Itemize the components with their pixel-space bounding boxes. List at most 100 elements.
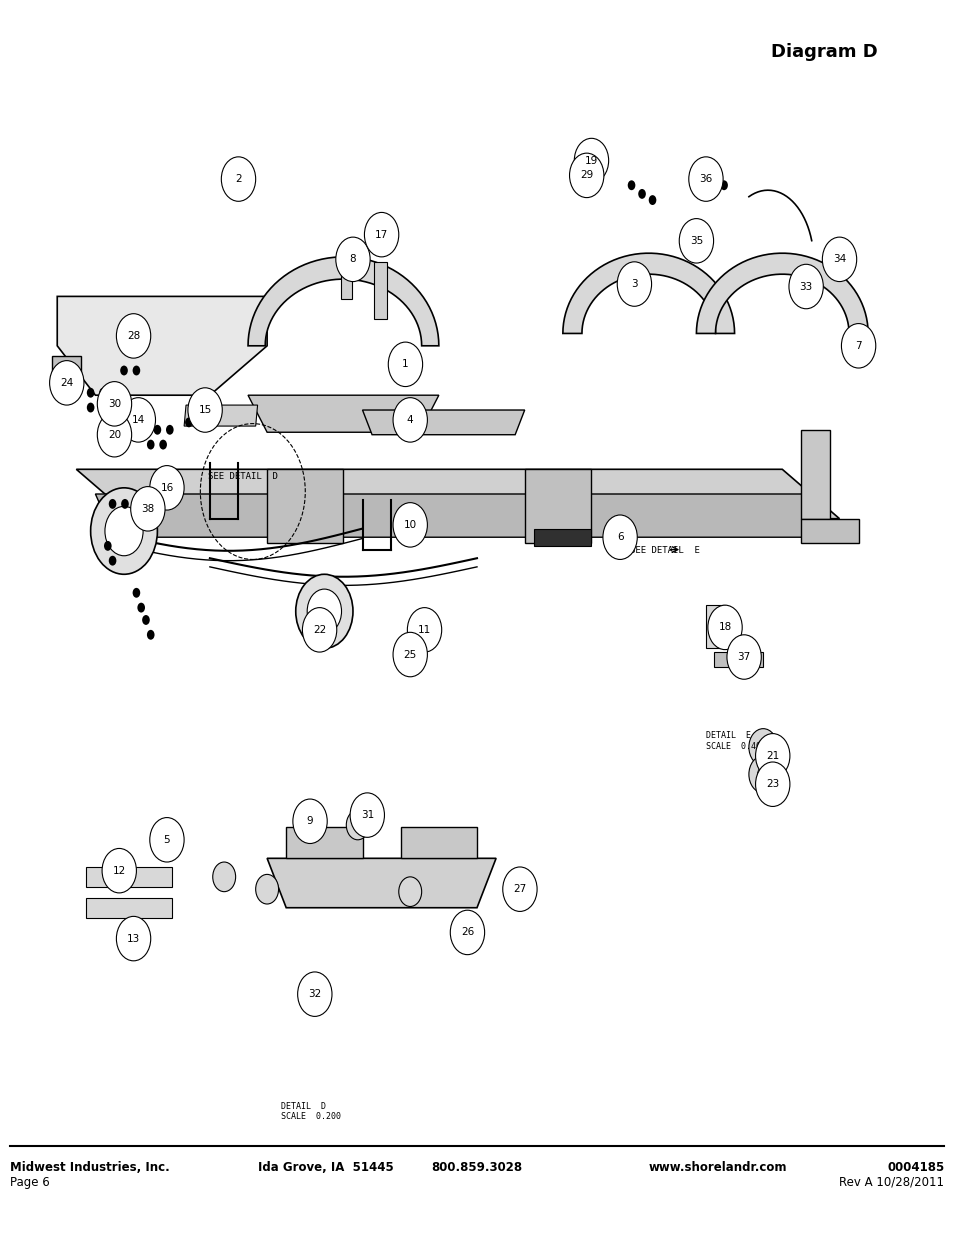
Circle shape [102, 848, 136, 893]
Circle shape [757, 767, 768, 782]
Circle shape [99, 388, 107, 398]
Circle shape [755, 762, 789, 806]
Text: 25: 25 [403, 650, 416, 659]
Circle shape [131, 487, 165, 531]
Circle shape [502, 867, 537, 911]
Text: 21: 21 [765, 751, 779, 761]
Polygon shape [267, 469, 343, 543]
Text: 13: 13 [127, 934, 140, 944]
Circle shape [648, 195, 656, 205]
Circle shape [97, 412, 132, 457]
Circle shape [407, 608, 441, 652]
Polygon shape [801, 519, 858, 543]
Polygon shape [524, 469, 591, 543]
Text: Rev A 10/28/2011: Rev A 10/28/2011 [839, 1176, 943, 1189]
Circle shape [185, 417, 193, 427]
Circle shape [109, 499, 116, 509]
Circle shape [450, 910, 484, 955]
Polygon shape [696, 253, 867, 333]
Text: www.shorelandr.com: www.shorelandr.com [648, 1161, 786, 1174]
Circle shape [121, 398, 155, 442]
Text: 30: 30 [108, 399, 121, 409]
Text: 18: 18 [718, 622, 731, 632]
Polygon shape [267, 858, 496, 908]
Text: 4: 4 [407, 415, 413, 425]
Polygon shape [362, 410, 524, 435]
Polygon shape [52, 356, 81, 373]
Text: 24: 24 [60, 378, 73, 388]
Text: 10: 10 [403, 520, 416, 530]
Text: 800.859.3028: 800.859.3028 [431, 1161, 522, 1174]
Text: Diagram D: Diagram D [770, 43, 877, 62]
Text: 7: 7 [855, 341, 861, 351]
Circle shape [726, 635, 760, 679]
Text: 11: 11 [417, 625, 431, 635]
Text: 20: 20 [108, 430, 121, 440]
Text: 2: 2 [235, 174, 241, 184]
Text: DETAIL  D
SCALE  0.200: DETAIL D SCALE 0.200 [281, 1102, 341, 1121]
Circle shape [142, 615, 150, 625]
Text: Page 6: Page 6 [10, 1176, 50, 1189]
Text: 36: 36 [699, 174, 712, 184]
Circle shape [709, 173, 717, 183]
Circle shape [346, 810, 369, 840]
Polygon shape [52, 373, 81, 391]
Circle shape [188, 388, 222, 432]
Circle shape [350, 793, 384, 837]
Text: 9: 9 [307, 816, 313, 826]
Circle shape [757, 740, 768, 755]
Text: 14: 14 [132, 415, 145, 425]
Circle shape [109, 556, 116, 566]
Circle shape [121, 499, 129, 509]
Circle shape [132, 588, 140, 598]
Circle shape [213, 862, 235, 892]
Text: 17: 17 [375, 230, 388, 240]
Polygon shape [705, 605, 724, 648]
Circle shape [91, 488, 157, 574]
Circle shape [150, 466, 184, 510]
Circle shape [147, 630, 154, 640]
Polygon shape [248, 257, 438, 346]
Circle shape [302, 608, 336, 652]
Circle shape [112, 388, 119, 398]
Polygon shape [86, 898, 172, 918]
Polygon shape [374, 262, 387, 319]
Text: 16: 16 [160, 483, 173, 493]
Text: DETAIL  E
SCALE  0.400: DETAIL E SCALE 0.400 [705, 731, 765, 751]
Circle shape [87, 388, 94, 398]
Circle shape [617, 262, 651, 306]
Circle shape [707, 605, 741, 650]
Text: Midwest Industries, Inc.: Midwest Industries, Inc. [10, 1161, 169, 1174]
Circle shape [627, 180, 635, 190]
Polygon shape [286, 827, 362, 858]
Text: 6: 6 [617, 532, 622, 542]
Text: 31: 31 [360, 810, 374, 820]
Circle shape [137, 603, 145, 613]
Circle shape [295, 574, 353, 648]
Circle shape [255, 874, 278, 904]
Text: 35: 35 [689, 236, 702, 246]
Circle shape [293, 799, 327, 844]
Text: 15: 15 [198, 405, 212, 415]
Text: 23: 23 [765, 779, 779, 789]
Circle shape [388, 342, 422, 387]
Circle shape [393, 398, 427, 442]
Circle shape [748, 756, 777, 793]
Circle shape [398, 877, 421, 906]
Circle shape [87, 403, 94, 412]
Text: 19: 19 [584, 156, 598, 165]
Circle shape [788, 264, 822, 309]
Text: 38: 38 [141, 504, 154, 514]
Polygon shape [562, 253, 734, 333]
Polygon shape [713, 652, 762, 667]
Text: 3: 3 [631, 279, 637, 289]
Circle shape [196, 417, 204, 427]
Circle shape [166, 425, 173, 435]
Circle shape [116, 314, 151, 358]
Circle shape [208, 417, 215, 427]
Circle shape [221, 157, 255, 201]
Text: Ida Grove, IA  51445: Ida Grove, IA 51445 [257, 1161, 393, 1174]
Circle shape [841, 324, 875, 368]
Text: 32: 32 [308, 989, 321, 999]
Circle shape [821, 237, 856, 282]
